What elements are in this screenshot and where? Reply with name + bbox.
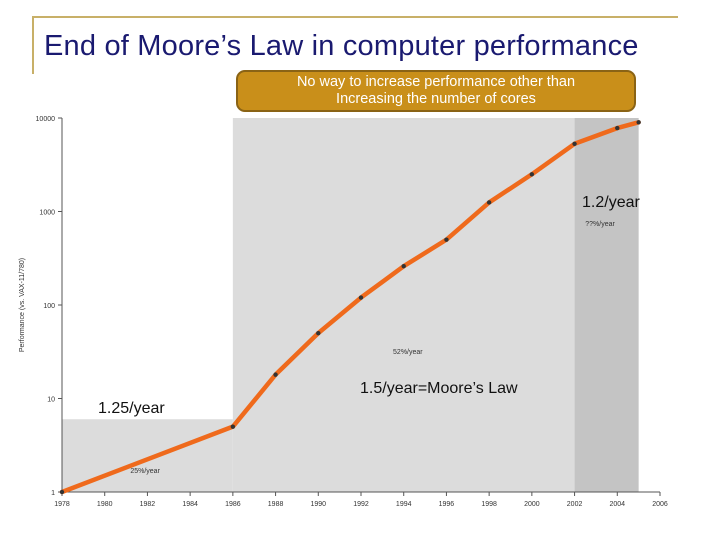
data-point bbox=[572, 141, 577, 146]
x-tick-label: 1980 bbox=[97, 501, 113, 508]
x-tick-label: 1982 bbox=[140, 501, 156, 508]
y-tick-label: 1 bbox=[51, 490, 55, 497]
rate-early-label: 1.25/year bbox=[98, 400, 165, 417]
data-point bbox=[230, 424, 236, 429]
growth-rate-label: 52%/year bbox=[393, 349, 423, 356]
y-axis-label: Performance (vs. VAX-11/780) bbox=[19, 258, 26, 352]
growth-rate-label: ??%/year bbox=[585, 221, 615, 228]
growth-rate-label: 25%/year bbox=[130, 468, 160, 475]
x-tick-label: 2000 bbox=[524, 501, 540, 508]
data-point bbox=[636, 120, 641, 125]
data-point bbox=[615, 125, 620, 131]
callout-line-1: No way to increase performance other tha… bbox=[296, 74, 576, 90]
x-tick-label: 1990 bbox=[310, 501, 326, 508]
y-tick-label: 100 bbox=[43, 303, 55, 310]
data-point bbox=[59, 489, 65, 495]
y-tick-label: 10 bbox=[47, 397, 55, 404]
growth-region-3 bbox=[574, 118, 639, 492]
x-tick-label: 1986 bbox=[225, 501, 241, 508]
x-tick-label: 1984 bbox=[182, 501, 198, 508]
rate-late-label: 1.2/year bbox=[582, 194, 640, 211]
data-point bbox=[358, 295, 364, 300]
callout-box: No way to increase performance other tha… bbox=[236, 70, 636, 112]
x-tick-label: 1994 bbox=[396, 501, 412, 508]
x-tick-label: 1978 bbox=[54, 501, 70, 508]
growth-region-2 bbox=[232, 118, 575, 492]
slide-frame-left bbox=[32, 16, 34, 74]
slide-title: End of Moore’s Law in computer performan… bbox=[44, 30, 639, 62]
data-point bbox=[486, 200, 492, 205]
callout-line-2: Increasing the number of cores bbox=[336, 91, 536, 107]
slide-frame-top bbox=[32, 16, 678, 18]
data-point bbox=[444, 237, 449, 242]
x-tick-label: 1988 bbox=[268, 501, 284, 508]
x-tick-label: 1998 bbox=[481, 501, 497, 508]
data-point bbox=[401, 263, 406, 269]
x-tick-label: 2002 bbox=[567, 501, 583, 508]
data-point bbox=[273, 372, 278, 377]
x-tick-label: 2006 bbox=[652, 501, 668, 508]
data-point bbox=[529, 172, 535, 177]
data-point bbox=[316, 330, 321, 336]
x-tick-label: 2004 bbox=[609, 501, 625, 508]
x-tick-label: 1992 bbox=[353, 501, 369, 508]
y-tick-label: 1000 bbox=[39, 210, 55, 217]
series-line bbox=[59, 120, 641, 495]
y-tick-label: 10000 bbox=[36, 116, 56, 123]
rate-moore-label: 1.5/year=Moore’s Law bbox=[360, 380, 518, 397]
x-tick-label: 1996 bbox=[439, 501, 455, 508]
